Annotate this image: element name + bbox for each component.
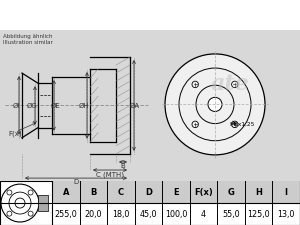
Bar — [107, 181, 135, 203]
Text: Abbildung ähnlich
Illustration similar: Abbildung ähnlich Illustration similar — [3, 34, 53, 45]
Circle shape — [232, 121, 238, 128]
Text: ØA: ØA — [130, 102, 140, 108]
Bar — [245, 181, 272, 203]
Text: ØI: ØI — [13, 102, 20, 108]
Bar — [52, 181, 80, 203]
Text: E: E — [173, 188, 179, 197]
Text: M8x1,25: M8x1,25 — [229, 122, 254, 127]
Text: 20,0: 20,0 — [85, 209, 102, 218]
Text: B: B — [121, 163, 125, 169]
Text: ØH: ØH — [78, 102, 89, 108]
Text: B: B — [90, 188, 97, 197]
Text: 55,0: 55,0 — [222, 209, 240, 218]
Bar — [80, 181, 107, 203]
Bar — [162, 181, 190, 203]
Text: I: I — [285, 188, 288, 197]
Text: 125,0: 125,0 — [248, 209, 270, 218]
Text: ate: ate — [211, 73, 249, 95]
Text: 255,0: 255,0 — [54, 209, 77, 218]
Bar — [38, 195, 48, 211]
Text: ØG: ØG — [26, 102, 37, 108]
Text: H: H — [255, 188, 262, 197]
Circle shape — [192, 121, 198, 128]
Text: 100,0: 100,0 — [165, 209, 187, 218]
Text: 420169: 420169 — [220, 8, 276, 21]
Text: 13,0: 13,0 — [278, 209, 295, 218]
Text: 18,0: 18,0 — [112, 209, 130, 218]
Text: 45,0: 45,0 — [140, 209, 157, 218]
Text: ØE: ØE — [50, 102, 60, 108]
Text: C: C — [118, 188, 124, 197]
Circle shape — [232, 81, 238, 88]
Bar — [217, 181, 245, 203]
Text: F(x): F(x) — [8, 130, 22, 137]
Text: A: A — [62, 188, 69, 197]
Circle shape — [165, 54, 265, 155]
Circle shape — [192, 81, 198, 88]
Text: D: D — [74, 179, 79, 185]
Text: F(x): F(x) — [194, 188, 213, 197]
Circle shape — [208, 97, 222, 111]
Bar — [135, 181, 162, 203]
Bar — [272, 181, 300, 203]
Text: 24.0120-0169.1: 24.0120-0169.1 — [97, 8, 213, 21]
Text: G: G — [228, 188, 235, 197]
Text: C (MTH): C (MTH) — [96, 171, 124, 178]
Bar — [190, 181, 217, 203]
Text: 4: 4 — [201, 209, 206, 218]
Text: D: D — [145, 188, 152, 197]
